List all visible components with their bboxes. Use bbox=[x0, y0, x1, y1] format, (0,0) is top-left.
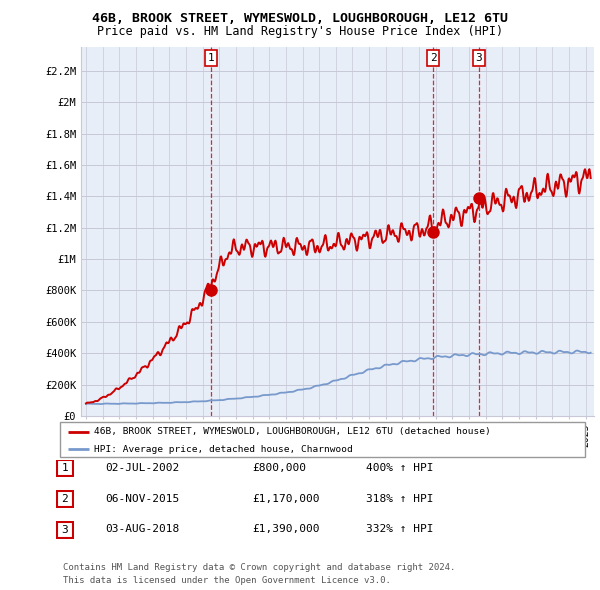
Text: 46B, BROOK STREET, WYMESWOLD, LOUGHBOROUGH, LE12 6TU (detached house): 46B, BROOK STREET, WYMESWOLD, LOUGHBOROU… bbox=[94, 427, 491, 436]
Text: This data is licensed under the Open Government Licence v3.0.: This data is licensed under the Open Gov… bbox=[63, 576, 391, 585]
Text: 2: 2 bbox=[61, 494, 68, 504]
Text: 3: 3 bbox=[61, 525, 68, 535]
Text: Contains HM Land Registry data © Crown copyright and database right 2024.: Contains HM Land Registry data © Crown c… bbox=[63, 563, 455, 572]
Text: 332% ↑ HPI: 332% ↑ HPI bbox=[366, 525, 433, 534]
Text: 06-NOV-2015: 06-NOV-2015 bbox=[105, 494, 179, 503]
Text: £1,170,000: £1,170,000 bbox=[252, 494, 320, 503]
Text: 02-JUL-2002: 02-JUL-2002 bbox=[105, 463, 179, 473]
Text: 03-AUG-2018: 03-AUG-2018 bbox=[105, 525, 179, 534]
Text: 46B, BROOK STREET, WYMESWOLD, LOUGHBOROUGH, LE12 6TU: 46B, BROOK STREET, WYMESWOLD, LOUGHBOROU… bbox=[92, 12, 508, 25]
Text: 1: 1 bbox=[208, 53, 214, 63]
FancyBboxPatch shape bbox=[56, 460, 73, 477]
Text: HPI: Average price, detached house, Charnwood: HPI: Average price, detached house, Char… bbox=[94, 445, 353, 454]
Text: £1,390,000: £1,390,000 bbox=[252, 525, 320, 534]
FancyBboxPatch shape bbox=[60, 422, 585, 457]
Text: 2: 2 bbox=[430, 53, 437, 63]
Text: Price paid vs. HM Land Registry's House Price Index (HPI): Price paid vs. HM Land Registry's House … bbox=[97, 25, 503, 38]
Text: 400% ↑ HPI: 400% ↑ HPI bbox=[366, 463, 433, 473]
Text: 1: 1 bbox=[61, 464, 68, 473]
FancyBboxPatch shape bbox=[56, 522, 73, 538]
Text: 3: 3 bbox=[475, 53, 482, 63]
Text: 318% ↑ HPI: 318% ↑ HPI bbox=[366, 494, 433, 503]
Text: £800,000: £800,000 bbox=[252, 463, 306, 473]
FancyBboxPatch shape bbox=[56, 491, 73, 507]
